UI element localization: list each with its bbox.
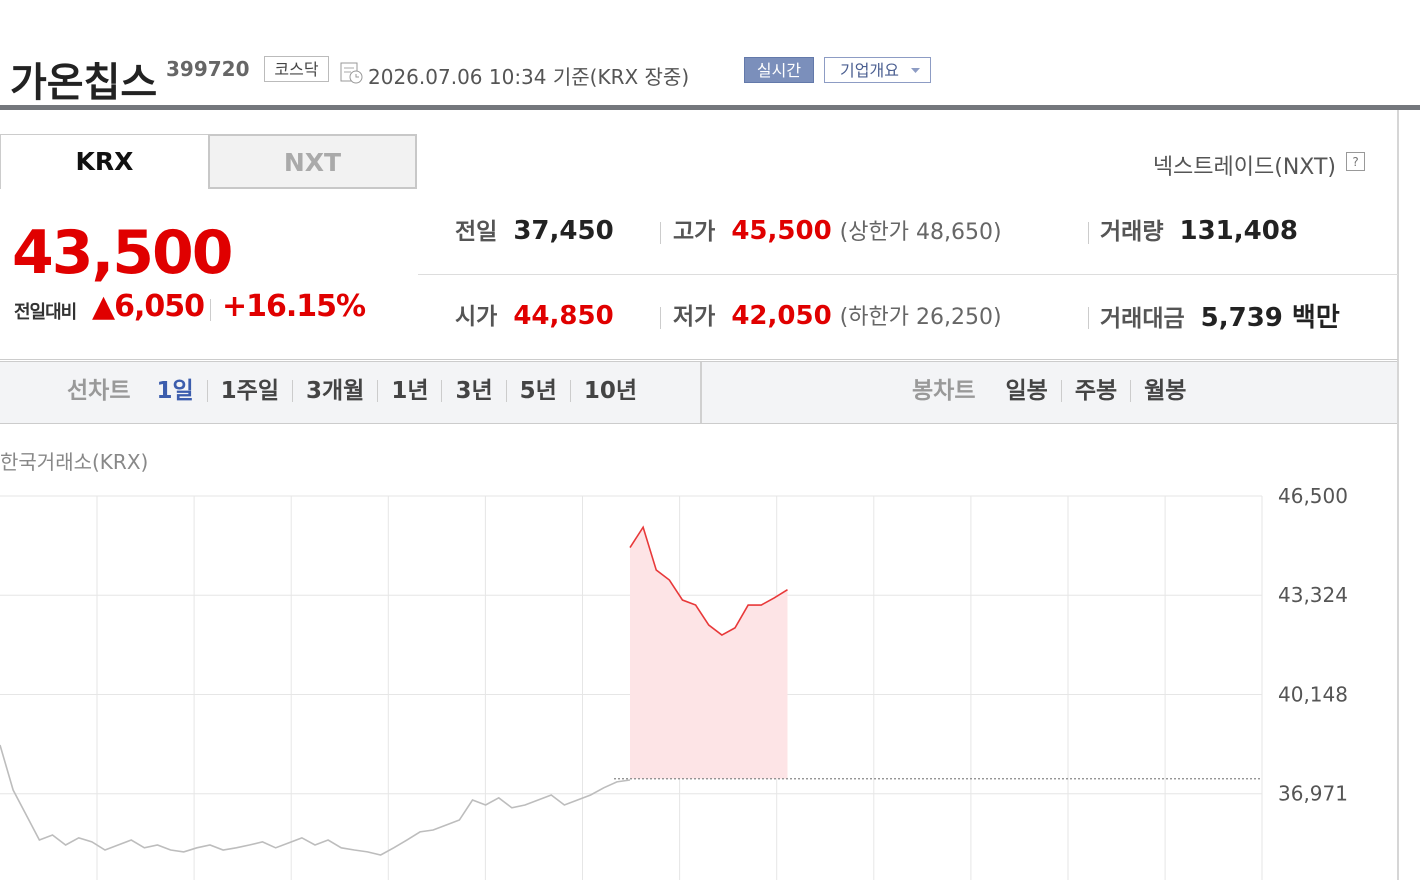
stat-extra: (상한가 48,650) — [839, 220, 1002, 245]
stat-cell: 전일 37,450 — [455, 212, 614, 246]
separator — [210, 299, 211, 321]
separator — [660, 222, 661, 244]
nxt-link[interactable]: 넥스트레이드(NXT) — [1152, 155, 1336, 180]
clock-icon — [340, 62, 363, 84]
line-periods: 선차트 1일 1주일 3개월 1년 3년 5년 10년 — [54, 378, 650, 404]
company-badge[interactable]: 기업개요 — [824, 57, 931, 83]
tab-nxt[interactable]: NXT — [208, 134, 417, 189]
period-button[interactable]: 5년 — [505, 380, 570, 403]
info-icon[interactable]: ? — [1346, 152, 1366, 172]
stat-value: 5,739 백만 — [1200, 303, 1340, 333]
y-tick-label: 46,500 — [1278, 484, 1348, 508]
realtime-badge[interactable]: 실시간 — [744, 57, 814, 83]
stat-cell: 고가 45,500 (상한가 48,650) — [673, 212, 1002, 246]
period-button[interactable]: 월봉 — [1130, 380, 1199, 403]
stat-extra: (하한가 26,250) — [839, 305, 1002, 330]
stat-cell: 거래대금 5,739 백만 — [1100, 297, 1340, 334]
stat-label: 저가 — [673, 304, 716, 330]
price-area — [630, 527, 788, 779]
y-tick-label: 43,324 — [1278, 583, 1348, 607]
market-badge: 코스닥 — [264, 56, 329, 82]
stock-name: 가온칩스 — [10, 60, 158, 106]
panel-border — [1397, 110, 1399, 880]
line-chart-label: 선차트 — [67, 378, 131, 404]
header-rule — [0, 105, 1420, 110]
change-amount: ▲6,050 — [92, 289, 205, 324]
stat-label: 시가 — [455, 304, 498, 330]
stat-cell: 저가 42,050 (하한가 26,250) — [673, 297, 1002, 331]
svg-text:?: ? — [1352, 155, 1358, 169]
dropdown-arrow — [911, 68, 920, 73]
tab-krx[interactable]: KRX — [0, 134, 209, 189]
stat-value: 42,050 — [731, 301, 832, 331]
stat-cell: 시가 44,850 — [455, 297, 614, 331]
period-button[interactable]: 1일 — [156, 378, 194, 404]
stat-value: 131,408 — [1179, 216, 1298, 246]
separator — [1088, 222, 1089, 244]
separator — [660, 307, 661, 329]
price-line — [0, 744, 631, 856]
y-tick-label: 40,148 — [1278, 682, 1348, 706]
period-button[interactable]: 1년 — [377, 380, 441, 403]
price-line — [629, 525, 788, 636]
quote-divider — [0, 359, 1398, 360]
y-tick-label: 36,971 — [1278, 782, 1348, 806]
current-price: 43,500 — [12, 218, 234, 288]
chart-subtitle: 한국거래소(KRX) — [0, 450, 149, 474]
period-button[interactable]: 3개월 — [291, 380, 377, 403]
price-chart: 46,500 43,324 40,148 36,971 — [0, 484, 1348, 880]
stat-value: 37,450 — [513, 216, 614, 246]
stats-divider — [418, 274, 1398, 275]
stock-code: 399720 — [166, 57, 250, 81]
stat-label: 전일 — [455, 219, 498, 245]
stat-value: 44,850 — [513, 301, 614, 331]
stat-value: 45,500 — [731, 216, 832, 246]
chart-toolbar: 선차트 1일 1주일 3개월 1년 3년 5년 10년 봉차트 일봉 주봉 월봉 — [0, 361, 1397, 424]
stat-label: 거래대금 — [1100, 306, 1185, 332]
candle-chart-label: 봉차트 — [912, 378, 976, 404]
change-label: 전일대비 — [14, 302, 77, 323]
period-button[interactable]: 주봉 — [1060, 380, 1130, 403]
candle-periods: 봉차트 일봉 주봉 월봉 — [899, 378, 1199, 404]
period-button[interactable]: 3년 — [441, 380, 505, 403]
stat-cell: 거래량 131,408 — [1100, 212, 1298, 246]
separator — [1088, 307, 1089, 329]
period-button[interactable]: 일봉 — [1005, 378, 1048, 404]
stat-label: 거래량 — [1100, 219, 1164, 245]
period-button[interactable]: 1주일 — [206, 380, 292, 403]
toolbar-divider — [700, 362, 702, 423]
period-button[interactable]: 10년 — [569, 380, 650, 403]
stat-label: 고가 — [673, 219, 716, 245]
timestamp: 2026.07.06 10:34 기준(KRX 장중) — [368, 65, 690, 89]
change-percent: +16.15% — [222, 289, 366, 324]
